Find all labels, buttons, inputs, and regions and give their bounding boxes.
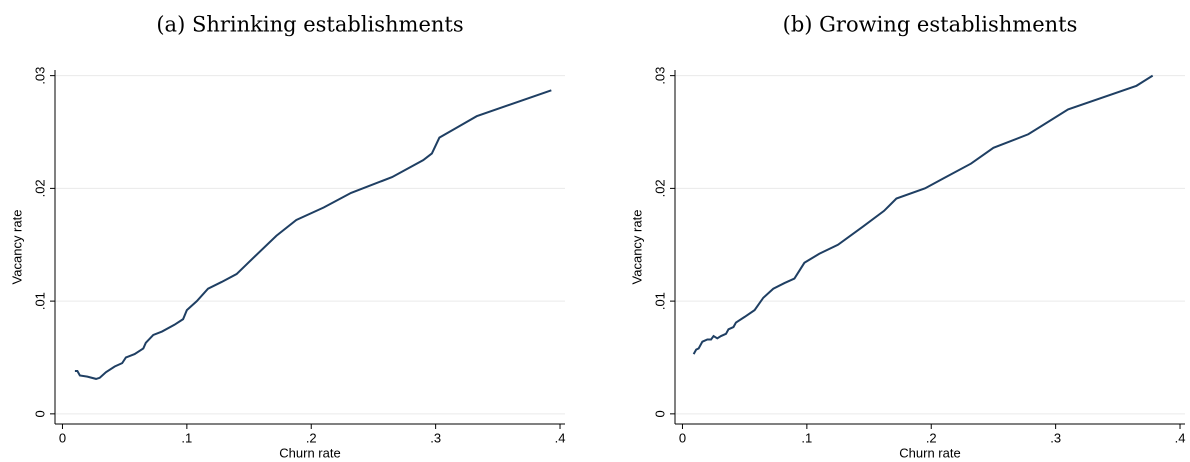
data-line bbox=[74, 89, 552, 380]
y-tick-label: .02 bbox=[32, 179, 47, 197]
x-axis-label: Churn rate bbox=[899, 445, 960, 460]
y-tick-label: 0 bbox=[652, 410, 667, 417]
x-tick-label: 0 bbox=[679, 430, 686, 445]
x-tick-label: .2 bbox=[926, 430, 937, 445]
x-axis-label: Churn rate bbox=[279, 445, 340, 460]
x-tick-label: .1 bbox=[181, 430, 192, 445]
x-tick-label: .1 bbox=[801, 430, 812, 445]
y-axis-label: Vacancy rate bbox=[9, 210, 24, 285]
x-tick-label: .4 bbox=[1175, 430, 1186, 445]
y-tick-label: .01 bbox=[652, 292, 667, 310]
y-tick-label: .01 bbox=[32, 292, 47, 310]
x-tick-label: .4 bbox=[555, 430, 566, 445]
x-tick-label: .3 bbox=[430, 430, 441, 445]
y-tick-label: .03 bbox=[652, 67, 667, 85]
y-axis-label: Vacancy rate bbox=[629, 210, 644, 285]
y-tick-label: .03 bbox=[32, 67, 47, 85]
chart-title: (a) Shrinking establishments bbox=[156, 13, 463, 37]
data-line bbox=[692, 74, 1154, 355]
y-tick-label: 0 bbox=[32, 410, 47, 417]
x-tick-label: 0 bbox=[59, 430, 66, 445]
y-tick-label: .02 bbox=[652, 179, 667, 197]
x-tick-label: .2 bbox=[306, 430, 317, 445]
x-tick-label: .3 bbox=[1050, 430, 1061, 445]
chart-title: (b) Growing establishments bbox=[783, 13, 1078, 37]
